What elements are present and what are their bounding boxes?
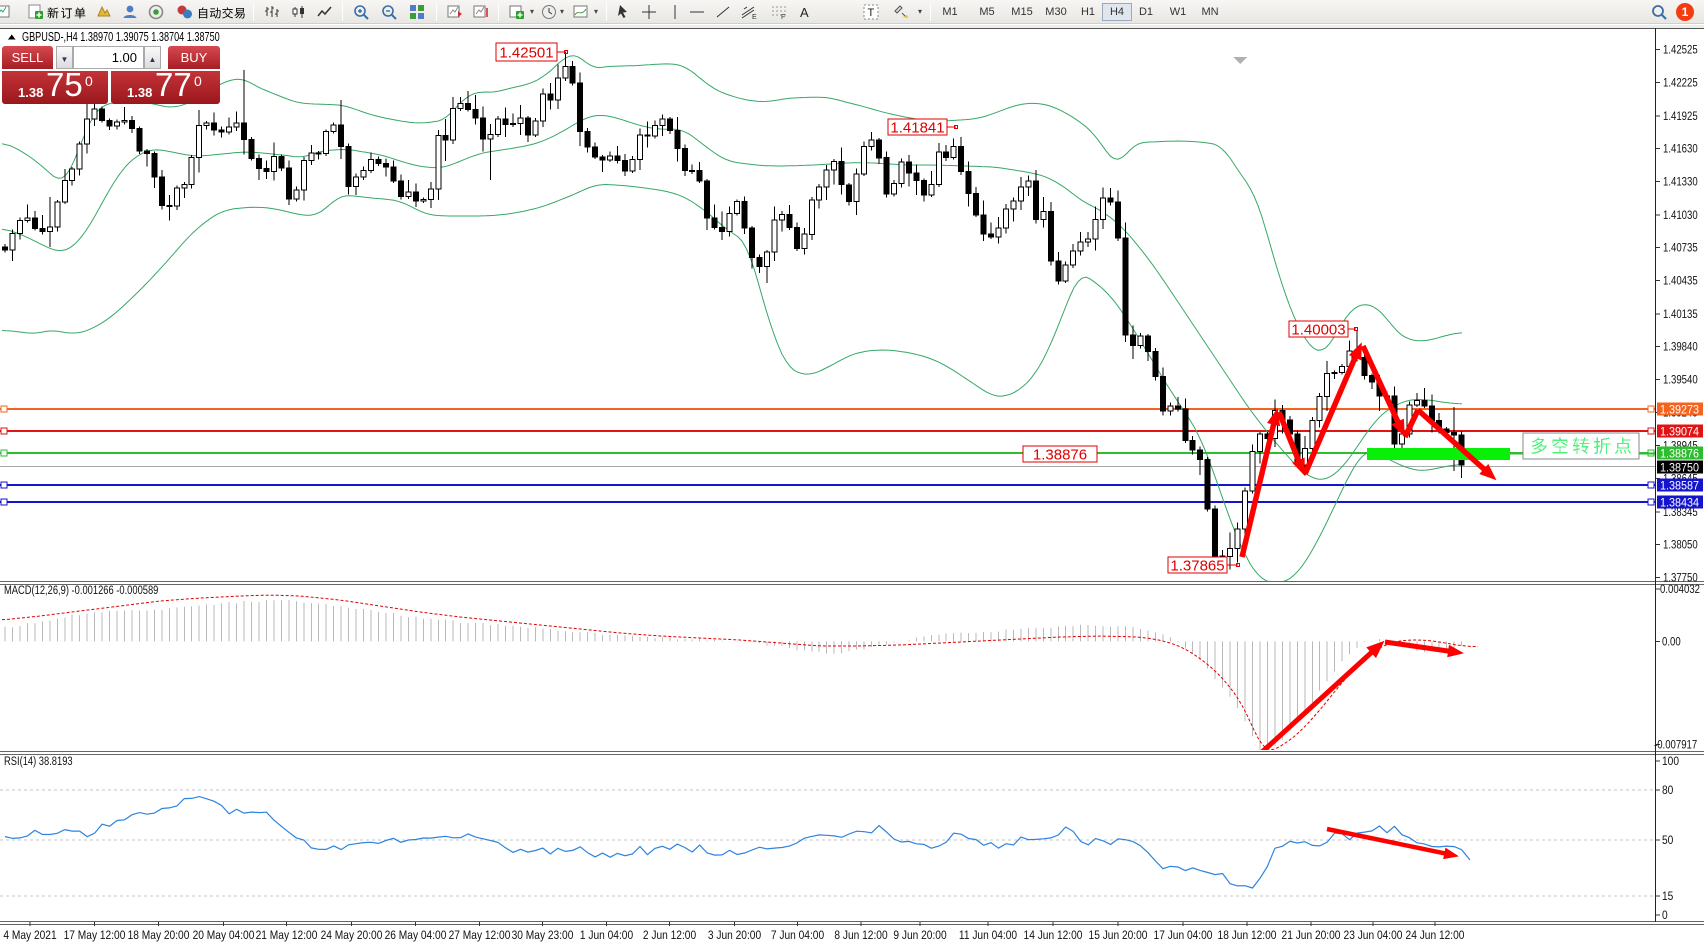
svg-text:100: 100	[1662, 755, 1679, 768]
svg-text:17 Jun 04:00: 17 Jun 04:00	[1154, 929, 1213, 942]
svg-text:1.41630: 1.41630	[1663, 143, 1698, 156]
svg-text:1.42525: 1.42525	[1663, 44, 1698, 57]
svg-text:1.42501: 1.42501	[499, 44, 553, 61]
svg-text:1.38050: 1.38050	[1663, 538, 1698, 551]
svg-text:1.38587: 1.38587	[1660, 480, 1699, 493]
svg-text:15: 15	[1662, 890, 1673, 903]
svg-text:RSI(14) 38.8193: RSI(14) 38.8193	[4, 755, 73, 768]
svg-text:T: T	[868, 7, 875, 19]
svg-text:24 Jun 12:00: 24 Jun 12:00	[1406, 929, 1465, 942]
svg-text:1.41030: 1.41030	[1663, 209, 1698, 222]
svg-text:1.38876: 1.38876	[1033, 446, 1087, 463]
svg-text:30 May 23:00: 30 May 23:00	[512, 929, 574, 942]
svg-text:8 Jun 12:00: 8 Jun 12:00	[834, 929, 887, 942]
svg-text:21 May 12:00: 21 May 12:00	[256, 929, 318, 942]
svg-text:1.40135: 1.40135	[1663, 308, 1698, 321]
svg-text:14 Jun 12:00: 14 Jun 12:00	[1024, 929, 1083, 942]
svg-text:2 Jun 12:00: 2 Jun 12:00	[643, 929, 696, 942]
svg-text:1.40435: 1.40435	[1663, 275, 1698, 288]
svg-text:1.40003: 1.40003	[1291, 321, 1345, 338]
svg-text:15 Jun 20:00: 15 Jun 20:00	[1089, 929, 1148, 942]
svg-text:11 Jun 04:00: 11 Jun 04:00	[959, 929, 1017, 942]
svg-text:26 May 04:00: 26 May 04:00	[385, 929, 447, 942]
svg-text:1.38750: 1.38750	[1660, 462, 1699, 475]
svg-text:21 Jun 20:00: 21 Jun 20:00	[1282, 929, 1341, 942]
svg-text:9 Jun 20:00: 9 Jun 20:00	[893, 929, 946, 942]
svg-text:1.39074: 1.39074	[1660, 426, 1700, 439]
svg-text:1.39273: 1.39273	[1660, 404, 1699, 417]
svg-text:1.41925: 1.41925	[1663, 110, 1698, 123]
svg-text:1 Jun 04:00: 1 Jun 04:00	[580, 929, 633, 942]
svg-text:1.42225: 1.42225	[1663, 77, 1698, 90]
svg-text:-0.007917: -0.007917	[1654, 739, 1697, 752]
svg-text:1.41841: 1.41841	[890, 119, 944, 136]
svg-text:1.41330: 1.41330	[1663, 176, 1698, 189]
svg-text:1.39540: 1.39540	[1663, 374, 1698, 387]
svg-text:3 Jun 20:00: 3 Jun 20:00	[708, 929, 761, 942]
svg-text:23 Jun 04:00: 23 Jun 04:00	[1344, 929, 1403, 942]
svg-text:50: 50	[1662, 834, 1673, 847]
svg-text:18 May 20:00: 18 May 20:00	[128, 929, 190, 942]
svg-text:1.37750: 1.37750	[1663, 572, 1698, 585]
svg-text:24 May 20:00: 24 May 20:00	[321, 929, 383, 942]
svg-text:1.37865: 1.37865	[1170, 557, 1224, 574]
svg-text:20 May 04:00: 20 May 04:00	[193, 929, 255, 942]
svg-text:18 Jun 12:00: 18 Jun 12:00	[1218, 929, 1277, 942]
svg-text:MACD(12,26,9) -0.001266 -0.000: MACD(12,26,9) -0.001266 -0.000589	[4, 584, 158, 597]
svg-text:80: 80	[1662, 784, 1673, 797]
svg-text:F: F	[781, 14, 785, 21]
svg-text:1.38876: 1.38876	[1660, 448, 1699, 461]
svg-text:E: E	[752, 14, 757, 21]
svg-text:1.40735: 1.40735	[1663, 242, 1698, 255]
svg-text:4 May 2021: 4 May 2021	[3, 929, 56, 942]
svg-text:GBPUSD-,H4 1.38970 1.39075 1.: GBPUSD-,H4 1.38970 1.39075 1.38704 1.387…	[22, 31, 220, 45]
svg-text:0.00: 0.00	[1662, 635, 1681, 648]
svg-text:7 Jun 04:00: 7 Jun 04:00	[771, 929, 824, 942]
svg-text:17 May 12:00: 17 May 12:00	[64, 929, 126, 942]
svg-text:27 May 12:00: 27 May 12:00	[449, 929, 511, 942]
svg-text:1.39840: 1.39840	[1663, 341, 1698, 354]
svg-text:1.38345: 1.38345	[1663, 506, 1698, 519]
svg-text:1.38434: 1.38434	[1660, 497, 1700, 510]
svg-text:0: 0	[1662, 909, 1668, 922]
svg-text:0.004032: 0.004032	[1660, 583, 1700, 596]
